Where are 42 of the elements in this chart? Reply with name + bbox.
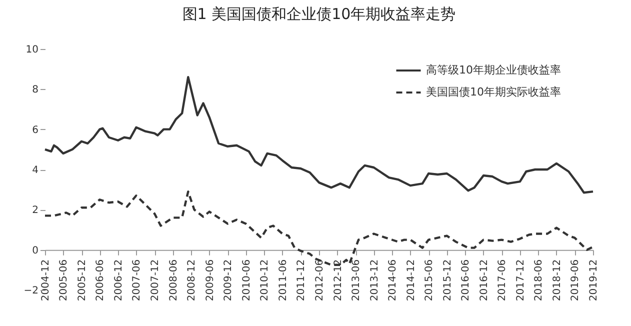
x-tick-label: 2013-12 (369, 259, 380, 302)
chart-title: 图1 美国国债和企业债10年期收益率走势 (182, 5, 456, 23)
x-tick-label: 2006-06 (95, 259, 106, 302)
x-tick-label: 2014-12 (406, 259, 417, 302)
x-tick-label: 2017-06 (497, 259, 508, 302)
x-tick-label: 2013-06 (351, 259, 362, 302)
x-tick-label: 2014-06 (388, 259, 399, 302)
line-series (44, 76, 594, 194)
x-tick-label: 2006-12 (114, 259, 125, 302)
x-tick-label: 2015-06 (424, 259, 436, 302)
x-tick-label: 2012-12 (332, 259, 344, 302)
y-tick-label: 10 (26, 44, 38, 56)
x-tick-label: 2005-06 (58, 259, 70, 302)
x-tick-label: 2005-12 (77, 259, 88, 302)
x-tick-label: 2011-06 (278, 259, 289, 302)
x-tick-label: 2009-12 (223, 259, 234, 302)
legend-label: 美国国债10年期实际收益率 (426, 86, 561, 98)
x-tick-label: 2011-12 (296, 259, 308, 302)
y-tick-label: 6 (32, 124, 38, 136)
x-tick-label: 2016-12 (478, 259, 490, 302)
y-tick-label: 8 (32, 84, 38, 96)
legend-label: 高等级10年期企业债收益率 (426, 64, 561, 76)
x-tick-label: 2007-06 (132, 259, 143, 302)
x-tick-label: 2019-12 (588, 259, 600, 302)
y-tick-label: 2 (32, 205, 38, 216)
x-tick-label: 2018-06 (534, 259, 545, 302)
x-tick-label: 2015-12 (442, 259, 454, 302)
x-tick-label: 2017-12 (515, 259, 526, 302)
y-tick-label: −2 (24, 286, 38, 296)
x-tick-label: 2018-12 (552, 259, 563, 302)
x-tick-label: 2019-06 (570, 259, 582, 302)
x-tick-label: 2009-06 (204, 259, 216, 302)
x-tick-label: 2008-12 (186, 259, 198, 302)
x-tick-label: 2004-12 (40, 259, 52, 302)
x-tick-label: 2010-06 (241, 259, 252, 302)
y-tick-label: 0 (32, 245, 38, 256)
x-tick-label: 2010-12 (260, 259, 271, 302)
x-tick-label: 2008-06 (168, 259, 180, 302)
x-tick-label: 2012-06 (314, 259, 326, 302)
x-tick-label: 2007-12 (150, 259, 162, 302)
y-tick-label: 4 (32, 165, 38, 176)
x-tick-label: 2016-06 (460, 259, 472, 302)
